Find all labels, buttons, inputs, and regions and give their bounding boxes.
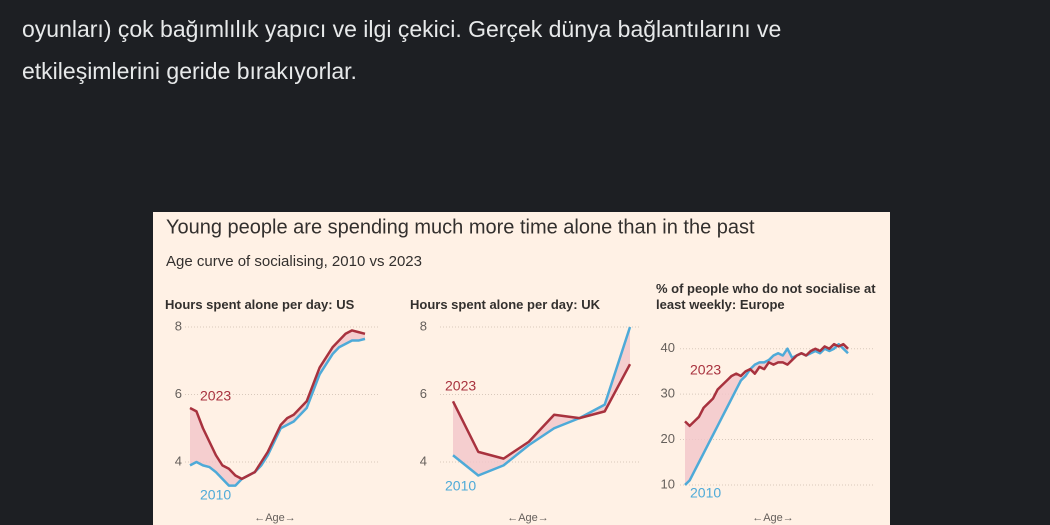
y-tick-label: 20 [661, 431, 675, 446]
gap-area [190, 330, 365, 486]
gap-area [453, 327, 630, 476]
series-line [451, 363, 632, 460]
gap-area [685, 344, 848, 485]
y-tick-label: 4 [420, 453, 427, 468]
post-text: oyunları) çok bağımlılık yapıcı ve ilgi … [22, 16, 782, 42]
series-label: 2023 [690, 362, 721, 378]
y-tick-label: 6 [420, 386, 427, 401]
y-tick-label: 40 [661, 340, 675, 355]
x-axis-label: ←Age→ [254, 512, 296, 524]
panel-title: Hours spent alone per day: US [165, 297, 355, 312]
series-label: 2023 [200, 388, 231, 404]
panel-title: % of people who do not socialise at leas… [656, 281, 876, 312]
chart-background [153, 212, 890, 525]
y-tick-label: 30 [661, 386, 675, 401]
series-label: 2010 [445, 478, 476, 494]
x-axis-label: ←Age→ [507, 512, 549, 524]
y-tick-label: 10 [661, 476, 675, 491]
panel-title: Hours spent alone per day: UK [410, 297, 600, 312]
figure-title: Young people are spending much more time… [166, 216, 755, 238]
figure-subtitle: Age curve of socialising, 2010 vs 2023 [166, 253, 422, 270]
series-line [189, 337, 366, 487]
y-tick-label: 8 [420, 318, 427, 333]
series-line [684, 342, 849, 486]
y-tick-label: 6 [175, 386, 182, 401]
series-line [189, 329, 366, 481]
y-tick-label: 8 [175, 318, 182, 333]
series-line [684, 342, 849, 428]
y-tick-label: 4 [175, 453, 182, 468]
series-line [452, 326, 632, 477]
x-axis-label: ←Age→ [752, 512, 794, 524]
series-label: 2023 [445, 378, 476, 394]
series-label: 2010 [200, 487, 231, 503]
series-label: 2010 [690, 485, 721, 501]
post-text: etkileşimlerini geride bırakıyorlar. [22, 58, 357, 84]
